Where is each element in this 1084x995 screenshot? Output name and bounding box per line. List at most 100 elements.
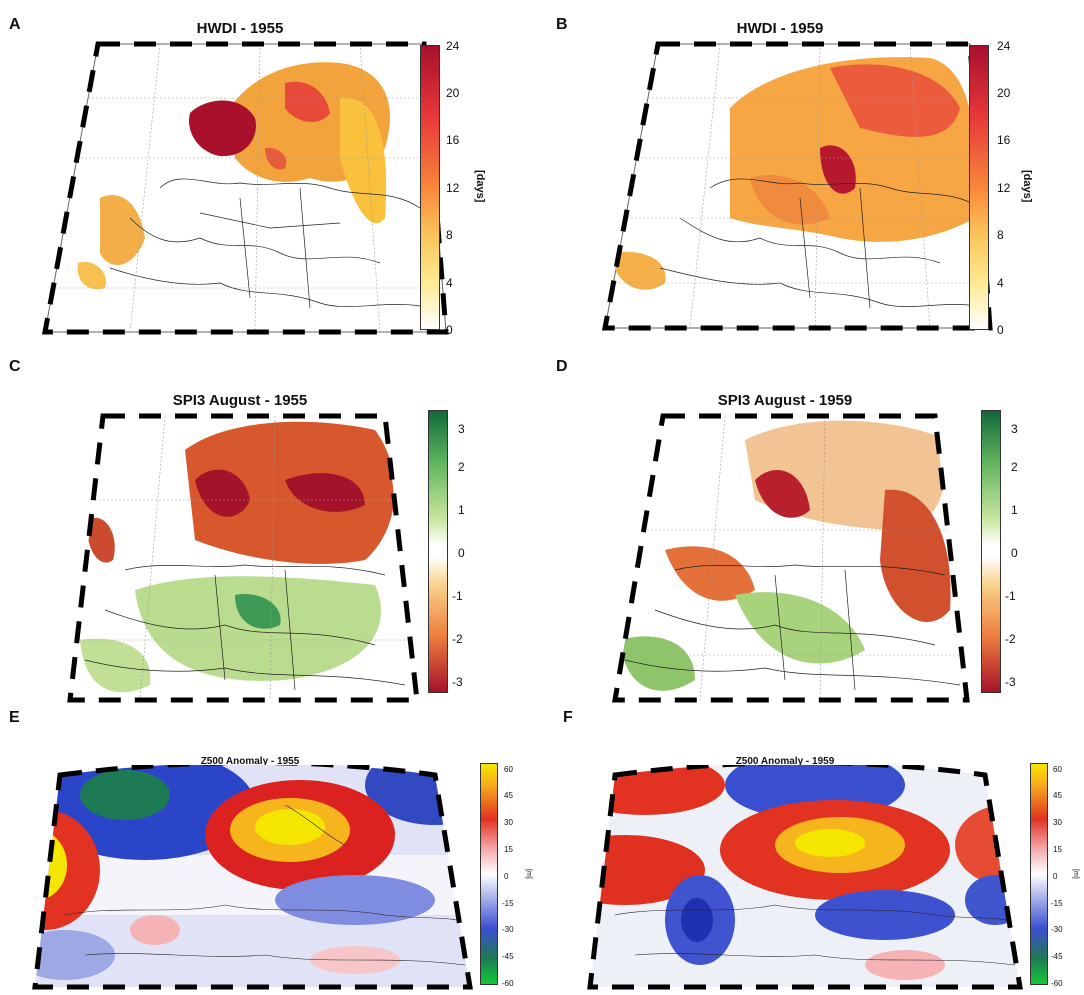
panel-letter: F <box>563 709 573 726</box>
panel-b: B HWDI - 1959 24 20 16 12 8 4 0 [days <box>545 0 1084 340</box>
colorbar-tick: 12 <box>997 181 1011 195</box>
colorbar-tick: 30 <box>504 818 513 827</box>
panel-title: Z500 Anomaly - 1955 <box>200 756 300 767</box>
spi-colorbar <box>981 410 1001 693</box>
colorbar-tick: 3 <box>458 422 465 436</box>
dry-core-sweden <box>195 469 250 517</box>
colorbar-tick: 16 <box>997 133 1011 147</box>
colorbar-tick: 8 <box>997 228 1004 242</box>
wet-region-central <box>135 576 381 681</box>
colorbar-tick: -3 <box>1005 675 1016 689</box>
pos-anomaly-southeast <box>865 950 945 980</box>
heat-region-iberia <box>610 251 666 290</box>
colorbar-tick: 8 <box>446 228 453 242</box>
heat-region-russia <box>340 97 387 224</box>
colorbar-tick: -60 <box>1051 979 1063 988</box>
colorbar-tick: -60 <box>502 979 514 988</box>
colorbar-tick: 16 <box>446 133 460 147</box>
panel-d: D SPI3 August - 1959 3 2 1 0 -1 -2 -3 <box>545 350 1084 703</box>
map-frame <box>41 41 449 335</box>
low-anomaly-east <box>275 875 435 925</box>
colorbar-tick: 60 <box>504 765 513 774</box>
colorbar-unit: [m] <box>1072 869 1079 879</box>
panel-title: HWDI - 1955 <box>196 20 284 37</box>
panel-title: Z500 Anomaly - 1959 <box>735 756 835 767</box>
hwdi-colorbar <box>969 45 989 330</box>
map-frame <box>32 765 473 990</box>
dry-region-russia <box>880 489 951 622</box>
graticule <box>625 416 965 700</box>
graticule <box>75 416 415 700</box>
colorbar-tick: 20 <box>446 86 460 100</box>
colorbar-tick: -45 <box>502 952 514 961</box>
panel-letter: A <box>9 16 21 33</box>
graticule <box>615 44 990 328</box>
colorbar-tick: 2 <box>458 460 465 474</box>
heat-core-ukraine <box>820 145 856 194</box>
heat-region-iberia-france <box>100 194 145 265</box>
coastlines <box>614 904 1020 966</box>
map-frame <box>612 413 970 703</box>
colorbar-tick: 2 <box>1011 460 1018 474</box>
colorbar-tick: 24 <box>997 39 1011 53</box>
panel-c: C SPI3 August - 1955 3 2 1 0 -1 -2 -3 <box>0 350 540 703</box>
panel-a: A HWDI - 1955 24 20 16 12 8 4 0 <box>0 0 540 340</box>
dry-region-scandinavia <box>185 421 395 564</box>
coastlines <box>64 804 470 966</box>
panel-letter: E <box>9 709 20 726</box>
colorbar-tick: -15 <box>502 899 514 908</box>
hwdi-colorbar <box>420 45 440 330</box>
colorbar-tick: 0 <box>458 546 465 560</box>
colorbar-tick: -1 <box>452 589 463 603</box>
low-anomaly-east <box>815 890 955 940</box>
coastlines <box>84 564 406 691</box>
colorbar-tick: -2 <box>1005 632 1016 646</box>
hwdi-1959-map <box>601 41 993 331</box>
colorbar-tick: -15 <box>1051 899 1063 908</box>
colorbar-tick: 1 <box>1011 503 1018 517</box>
panel-title: HWDI - 1959 <box>736 20 824 37</box>
colorbar-tick: -30 <box>502 925 514 934</box>
panel-letter: D <box>556 358 568 375</box>
colorbar-tick: 0 <box>1011 546 1018 560</box>
colorbar-tick: -45 <box>1051 952 1063 961</box>
coastlines <box>624 564 961 691</box>
colorbar-tick: 45 <box>504 791 513 800</box>
wet-region-italy-balkans <box>735 592 865 664</box>
spi3-1959-map <box>612 413 970 703</box>
spi3-1955-map <box>67 413 420 703</box>
z500-1959-map <box>587 765 1023 990</box>
colorbar-tick: 60 <box>1053 765 1062 774</box>
heat-region-spain <box>77 262 106 290</box>
z500-colorbar <box>480 763 498 985</box>
colorbar-unit: [days] <box>474 170 486 203</box>
panel-title: SPI3 August - 1955 <box>172 392 308 409</box>
dry-core-finland <box>285 473 365 512</box>
colorbar-tick: 24 <box>446 39 460 53</box>
colorbar-tick: 15 <box>504 845 513 854</box>
dry-region-france <box>665 546 755 601</box>
dry-core-sweden <box>755 470 810 518</box>
colorbar-tick: 0 <box>997 323 1004 337</box>
map-frame <box>67 413 420 703</box>
heat-region-baltic <box>265 147 287 170</box>
high-anomaly-atlantic <box>590 835 705 905</box>
wet-region-iberia <box>80 638 151 693</box>
panel-e: E Z500 Anomaly - 1955 60 45 30 15 <box>0 705 540 991</box>
high-core-center <box>255 809 325 845</box>
colorbar-tick: -2 <box>452 632 463 646</box>
z500-colorbar <box>1030 763 1048 985</box>
colorbar-tick: 1 <box>458 503 465 517</box>
low-anomaly-northeast <box>365 765 470 825</box>
map-frame <box>587 765 1023 990</box>
heat-region-central <box>750 174 830 225</box>
colorbar-unit: [days] <box>1021 170 1033 203</box>
low-core-west <box>681 898 713 942</box>
panel-title: SPI3 August - 1959 <box>717 392 853 409</box>
z500-1955-map <box>32 765 473 990</box>
high-core-center <box>795 829 865 857</box>
panel-f: F Z500 Anomaly - 1959 60 45 30 15 0 -15 … <box>545 705 1084 991</box>
colorbar-tick: 45 <box>1053 791 1062 800</box>
heat-region-finland <box>285 81 330 123</box>
map-frame <box>601 41 993 331</box>
